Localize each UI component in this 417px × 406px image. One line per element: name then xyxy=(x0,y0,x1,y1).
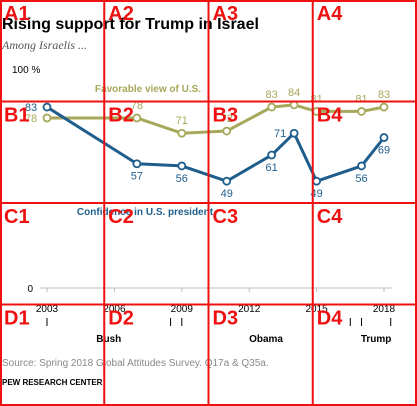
grid-cell-label: D1 xyxy=(4,308,30,330)
x-tick-label: 2003 xyxy=(36,304,59,315)
data-point xyxy=(312,176,322,186)
data-point xyxy=(267,102,277,112)
data-point xyxy=(42,102,52,112)
grid-cell-label: A4 xyxy=(317,3,343,25)
administration-bands: Bush Obama Trump xyxy=(46,318,392,345)
data-label: 71 xyxy=(274,128,286,140)
admin-trump: Trump xyxy=(361,318,392,345)
data-point xyxy=(267,150,277,160)
chart-header: Rising support for Trump in Israel Among… xyxy=(1,16,259,52)
admin-label: Bush xyxy=(96,334,121,345)
grid-cell-label: B3 xyxy=(213,105,239,127)
data-point xyxy=(42,113,52,123)
series-name-favorable: Favorable view of U.S. xyxy=(95,84,201,95)
grid-cell-label: A2 xyxy=(108,3,134,25)
data-point xyxy=(289,128,299,138)
data-label: 83 xyxy=(25,102,37,114)
grid-cell-label: A1 xyxy=(4,3,30,25)
data-point xyxy=(379,102,389,112)
data-point xyxy=(357,161,366,171)
grid-cell-label: B1 xyxy=(4,105,30,127)
admin-label: Trump xyxy=(361,334,392,345)
data-label: 83 xyxy=(266,89,278,101)
y-tick-label-0: 0 xyxy=(27,284,33,295)
data-label: 72 xyxy=(221,113,233,125)
data-point xyxy=(222,176,232,186)
source-note: Source: Spring 2018 Global Attitudes Sur… xyxy=(2,358,269,369)
grid-cell-label: C1 xyxy=(4,206,30,228)
data-point xyxy=(132,113,142,123)
data-label: 49 xyxy=(221,188,233,200)
data-label: 61 xyxy=(266,162,278,174)
admin-bush: Bush xyxy=(46,318,172,345)
x-tick-label: 2006 xyxy=(103,304,126,315)
data-label: 69 xyxy=(378,145,390,157)
x-tick-label: 2018 xyxy=(373,304,396,315)
grid-cell-label: B2 xyxy=(108,105,134,127)
axes: 0 100 % 2003 2006 2009 2012 2015 2018 xyxy=(12,65,396,315)
chart-title: Rising support for Trump in Israel xyxy=(2,16,259,33)
grid-cell-label: D3 xyxy=(213,308,239,330)
data-point xyxy=(132,159,142,169)
data-point xyxy=(177,128,187,138)
data-label: 81 xyxy=(355,93,367,105)
chart-subtitle: Among Israelis ... xyxy=(1,38,87,52)
data-label: 83 xyxy=(378,89,390,101)
admin-label: Obama xyxy=(249,334,283,345)
y-tick-label-100: 100 % xyxy=(12,65,40,76)
chart-footer: Source: Spring 2018 Global Attitudes Sur… xyxy=(2,358,269,387)
data-label: 78 xyxy=(131,100,143,112)
data-label: 78 xyxy=(25,113,37,125)
credit-line: PEW RESEARCH CENTER xyxy=(2,378,103,387)
data-label: 56 xyxy=(176,173,188,185)
data-label: 57 xyxy=(131,171,143,183)
grid-cell-label: C3 xyxy=(213,206,239,228)
grid-cell-label: B4 xyxy=(317,105,343,127)
data-label: 84 xyxy=(288,87,300,99)
data-label: 71 xyxy=(176,115,188,127)
x-tick-label: 2012 xyxy=(238,304,261,315)
series-name-confidence: Confidence in U.S. president xyxy=(77,207,214,218)
x-tick-label: 2015 xyxy=(305,304,328,315)
grid-cell-label: C2 xyxy=(108,206,134,228)
admin-obama: Obama xyxy=(181,318,351,345)
x-tick-label: 2009 xyxy=(171,304,194,315)
grid-cell-label: D4 xyxy=(317,308,343,330)
data-point xyxy=(379,133,389,142)
data-point xyxy=(177,161,187,171)
grid-cell-label: D2 xyxy=(108,308,134,330)
data-point xyxy=(357,107,366,116)
data-point xyxy=(222,126,232,136)
grid-cell-label: A3 xyxy=(213,3,239,25)
grid-cell-label: C4 xyxy=(317,206,343,228)
data-label: 56 xyxy=(355,173,367,185)
